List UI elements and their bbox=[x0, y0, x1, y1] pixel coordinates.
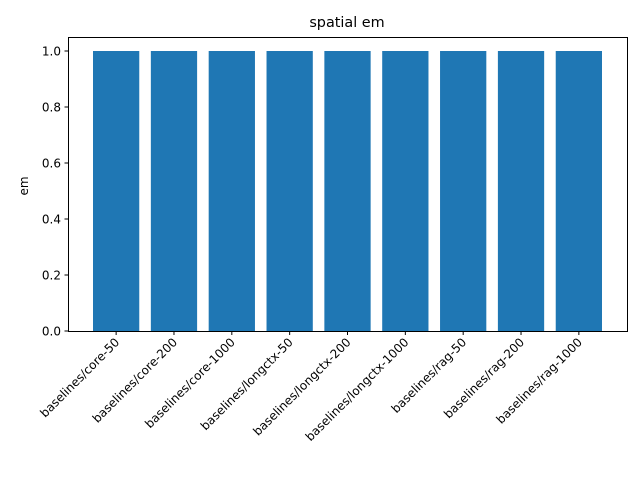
bar-6 bbox=[440, 51, 487, 331]
axes-frame bbox=[68, 37, 628, 332]
y-tick-label-2: 0.4 bbox=[42, 213, 61, 227]
x-tick-label-4: baselines/longctx-200 bbox=[250, 335, 353, 438]
x-axis-ticks: baselines/core-50baselines/core-200basel… bbox=[37, 331, 585, 444]
bars-group bbox=[93, 51, 602, 331]
chart-title: spatial em bbox=[309, 15, 384, 31]
y-tick-label-5: 1.0 bbox=[42, 45, 61, 59]
x-tick-label-5: baselines/longctx-1000 bbox=[303, 335, 412, 444]
bar-5 bbox=[382, 51, 429, 331]
y-tick-label-1: 0.2 bbox=[42, 269, 61, 283]
bar-8 bbox=[555, 51, 602, 331]
bar-1 bbox=[150, 51, 198, 331]
bar-4 bbox=[324, 51, 371, 331]
y-tick-label-4: 0.8 bbox=[42, 101, 61, 115]
y-axis-ticks: 0.0 0.2 0.4 0.6 0.8 1.0 bbox=[42, 45, 69, 339]
bar-2 bbox=[208, 51, 255, 331]
y-tick-label-0: 0.0 bbox=[42, 325, 61, 339]
bar-3 bbox=[266, 51, 313, 331]
y-axis-label: em bbox=[17, 176, 31, 195]
bar-0 bbox=[93, 51, 140, 331]
bar-7 bbox=[497, 51, 545, 331]
y-tick-label-3: 0.6 bbox=[42, 157, 61, 171]
